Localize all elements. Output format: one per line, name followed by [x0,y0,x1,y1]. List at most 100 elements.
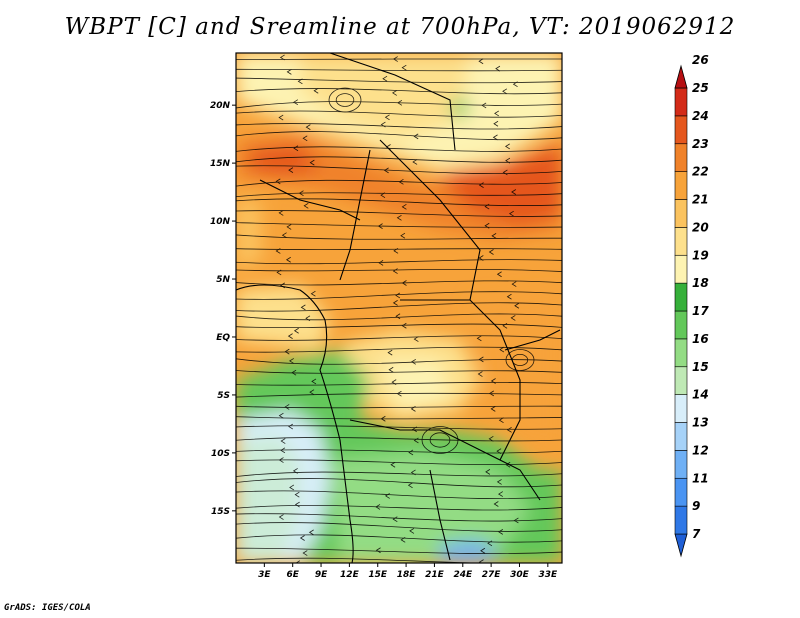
streamline-arrow [494,110,500,117]
streamline [236,490,562,499]
streamline-arrow [396,390,402,397]
streamline-arrow [278,210,284,216]
streamline [236,323,562,329]
streamline [236,291,562,300]
streamline-arrow [407,482,413,489]
streamline-arrow [291,369,297,376]
streamline-arrow [491,233,497,239]
streamline-arrow [279,54,285,61]
streamline-arrow [401,203,407,210]
streamline-arrow [390,461,396,468]
lon-tick-label: 3E [258,570,271,580]
streamline-arrow [493,501,499,507]
streamline-arrow [411,358,416,365]
streamline [236,280,562,286]
streamline-arrow [488,435,494,442]
streamline-arrow [305,124,311,130]
streamline-arrow [496,479,502,485]
streamline-arrow [275,248,281,254]
streamline-arrow [281,232,287,239]
streamline [236,222,562,228]
colorbar-swatch [674,282,688,312]
streamline-arrow [511,189,517,195]
colorbar-label: 11 [692,471,709,485]
streamline [236,123,562,130]
streamline [236,335,562,341]
streamline [236,547,562,554]
streamline-arrow [278,412,284,419]
colorbar-label: 19 [692,248,709,262]
streamline-arrow [401,280,407,286]
streamline-arrow [506,293,512,300]
streamline-arrow [302,550,308,556]
streamline-arrow [392,56,398,62]
streamline-arrow [300,304,306,311]
colorbar: 7 9 11 12 13 14 15 16 17 18 19 20 21 22 23 24 25 26 [674,53,709,558]
streamline-arrow [400,232,406,239]
streamline [236,381,562,386]
streamline-arrow [495,65,501,72]
streamline-arrow [278,514,284,520]
streamline-arrow [309,389,315,396]
lat-tick-label: 5N [216,275,230,285]
lat-tick-label: 15S [211,507,230,517]
streamline [236,437,562,442]
streamline-arrow [409,528,415,534]
streamline-arrow [410,469,416,476]
streamline-arrow [305,315,311,322]
streamline-arrow [484,203,490,210]
streamline [236,534,562,543]
streamline-arrow [508,210,514,217]
lat-tick-label: EQ [216,333,230,343]
streamline-vortex [429,432,451,448]
streamline-arrow [398,179,404,185]
streamline-arrow [308,529,314,536]
streamline-arrow [502,322,508,329]
streamline-arrow [413,336,419,342]
streamline-arrow [280,438,286,444]
streamline-arrow [396,214,402,221]
streamlines [236,54,562,563]
streamline-arrow [498,417,504,424]
streamline-arrow [299,535,305,541]
streamline [236,77,562,84]
streamline-arrow [408,449,414,456]
streamline-arrow [292,468,298,474]
streamline [236,505,562,511]
streamline-arrow [311,378,317,385]
colorbar-swatch [674,338,688,368]
streamline-arrow [288,423,294,430]
streamline-arrow [512,81,518,88]
colorbar-swatch [674,87,688,117]
streamline-arrow [297,78,303,85]
colorbar-label: 24 [692,109,709,123]
lat-tick-label: 20N [210,101,231,111]
lon-tick-label: 15E [368,570,388,580]
colorbar-swatch [674,394,688,423]
streamline-arrow [383,167,389,174]
streamline-arrow [480,547,486,554]
streamline-arrow [400,536,406,543]
colorbar-label: 21 [692,193,709,207]
streamline-arrow [294,491,300,498]
streamline-arrow [401,322,407,329]
colorbar-label: 22 [692,165,709,179]
streamline-arrow [276,269,282,276]
streamline [236,370,562,374]
colorbar-swatch [674,64,688,89]
streamline-arrow [499,346,505,353]
streamline-arrow [289,358,294,364]
streamline-arrow [392,90,397,96]
streamline-arrow [275,178,281,185]
longitude-axis: 3E 6E 9E 12E 15E 18E 21E 24E 27E 30E 33E [258,563,558,580]
streamline [236,210,562,217]
streamline-arrow [395,313,401,320]
streamline [236,268,562,272]
streamline-arrow [412,426,418,433]
country-borders [236,53,561,563]
streamline-arrow [412,159,418,165]
lat-tick-label: 10S [211,449,230,459]
streamline-arrow [285,256,291,263]
streamline-arrow [502,88,508,95]
